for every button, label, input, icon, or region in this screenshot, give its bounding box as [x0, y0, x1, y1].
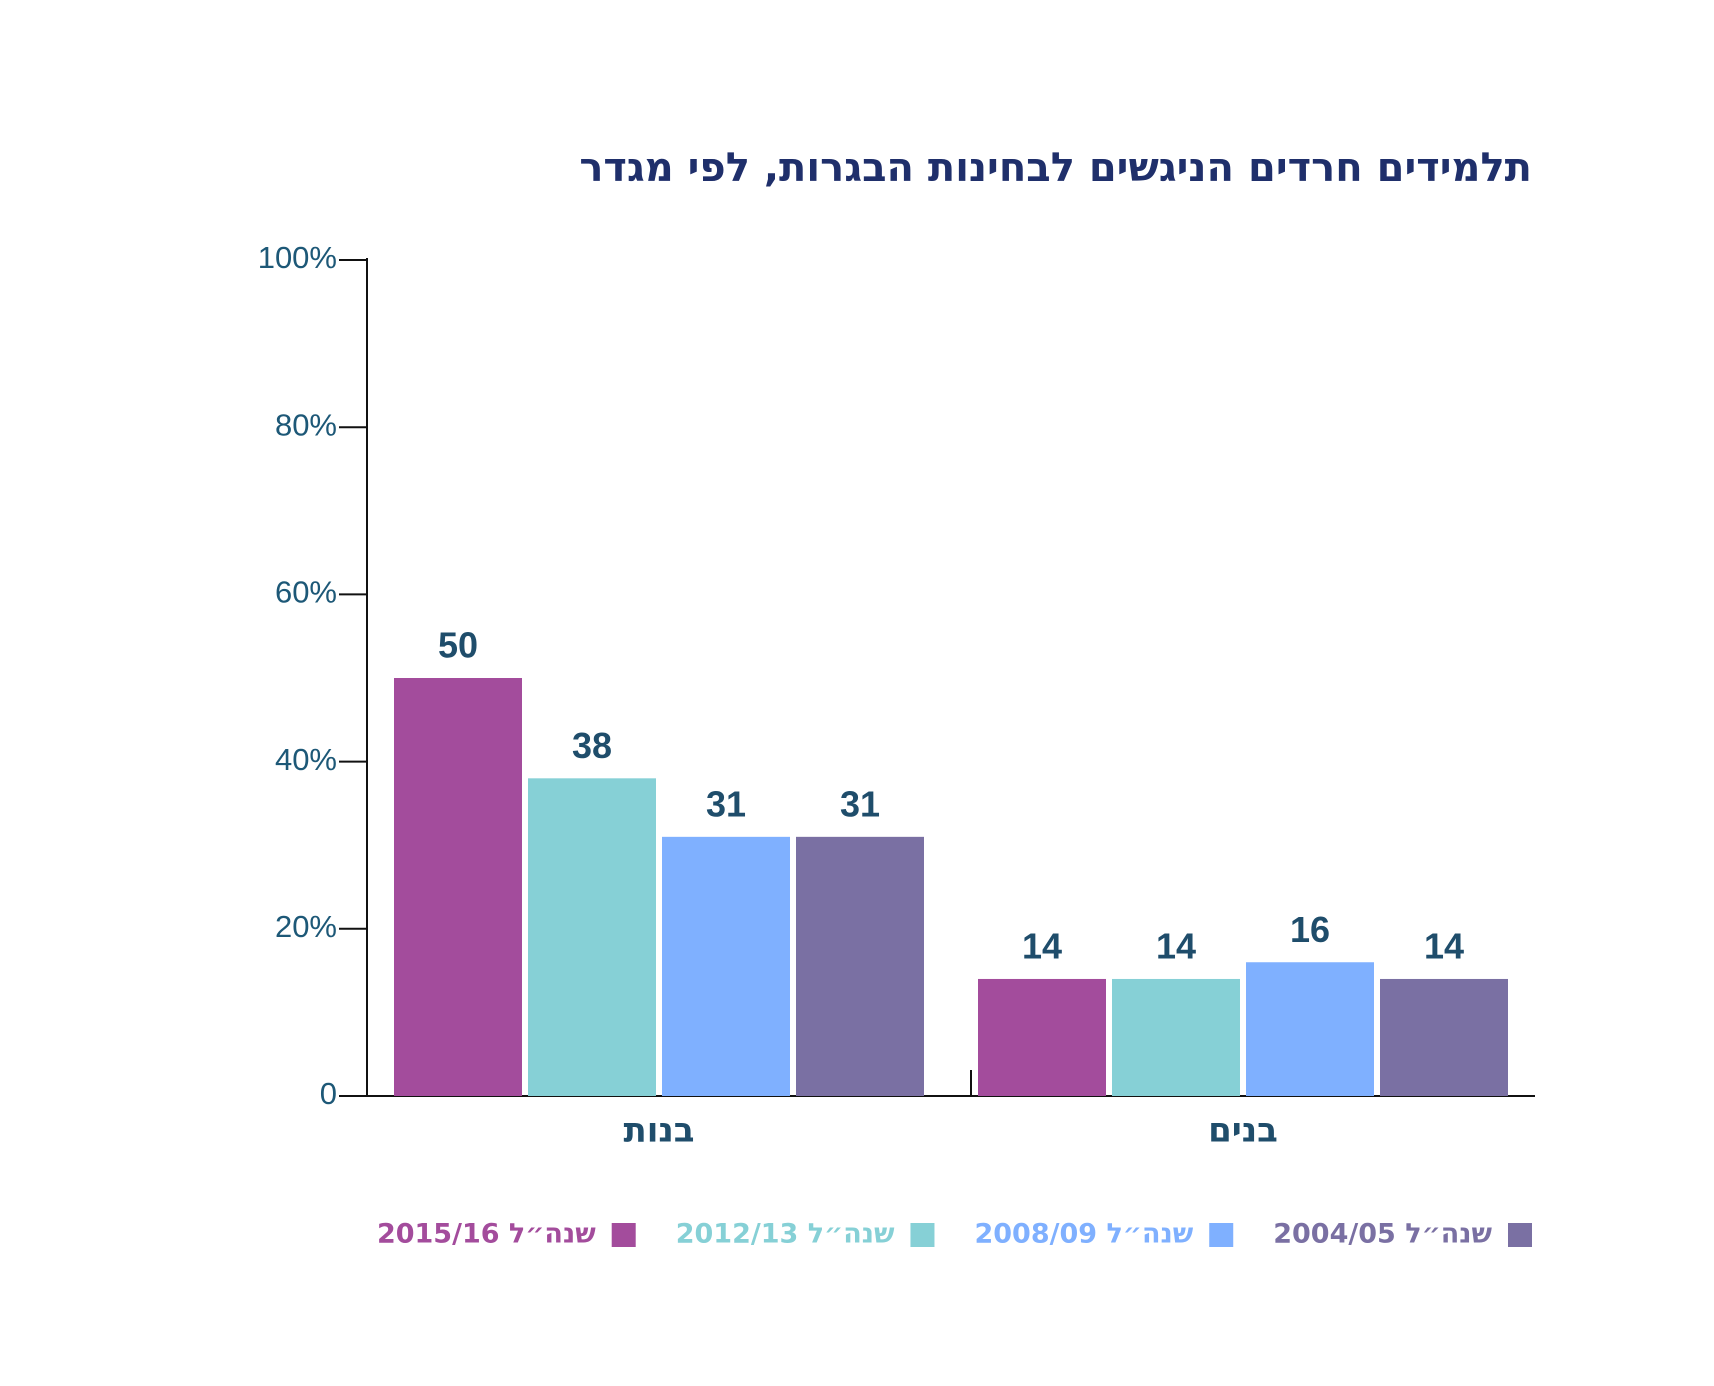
bar — [662, 836, 790, 1096]
value-label: 14 — [1156, 925, 1196, 966]
y-tick-label: 0 — [320, 1076, 337, 1111]
bar — [394, 678, 522, 1096]
y-tick-label: 20% — [275, 909, 337, 944]
legend-swatch — [1508, 1223, 1532, 1247]
value-label: 38 — [572, 725, 612, 766]
legend-swatch — [910, 1223, 935, 1247]
x-tick-label: בנים — [1208, 1111, 1278, 1151]
y-tick-label: 60% — [275, 575, 337, 610]
y-tick-label: 40% — [275, 742, 337, 777]
y-tick-label: 100% — [258, 240, 337, 275]
bar — [528, 778, 656, 1096]
value-label: 14 — [1022, 925, 1062, 966]
value-label: 14 — [1424, 925, 1464, 966]
bar — [1112, 978, 1240, 1096]
bar — [978, 978, 1106, 1096]
value-label: 16 — [1290, 909, 1330, 950]
value-label: 31 — [840, 783, 880, 824]
legend-swatch — [1209, 1223, 1234, 1247]
legend-label: שנה״ל 2012/13 — [676, 1219, 895, 1250]
bar — [796, 836, 924, 1096]
x-tick-label: בנות — [623, 1111, 694, 1151]
legend-label: שנה״ל 2015/16 — [377, 1219, 596, 1250]
legend-label: שנה״ל 2008/09 — [974, 1219, 1193, 1250]
value-label: 50 — [438, 625, 478, 666]
value-label: 31 — [706, 783, 746, 824]
legend-swatch — [611, 1223, 636, 1247]
legend-label: שנה״ל 2004/05 — [1273, 1219, 1492, 1250]
chart-title: תלמידים חרדים הניגשים לבחינות הבגרות, לפ… — [579, 145, 1532, 191]
y-tick-label: 80% — [275, 407, 337, 442]
bar — [1380, 978, 1508, 1096]
bar — [1246, 962, 1374, 1096]
